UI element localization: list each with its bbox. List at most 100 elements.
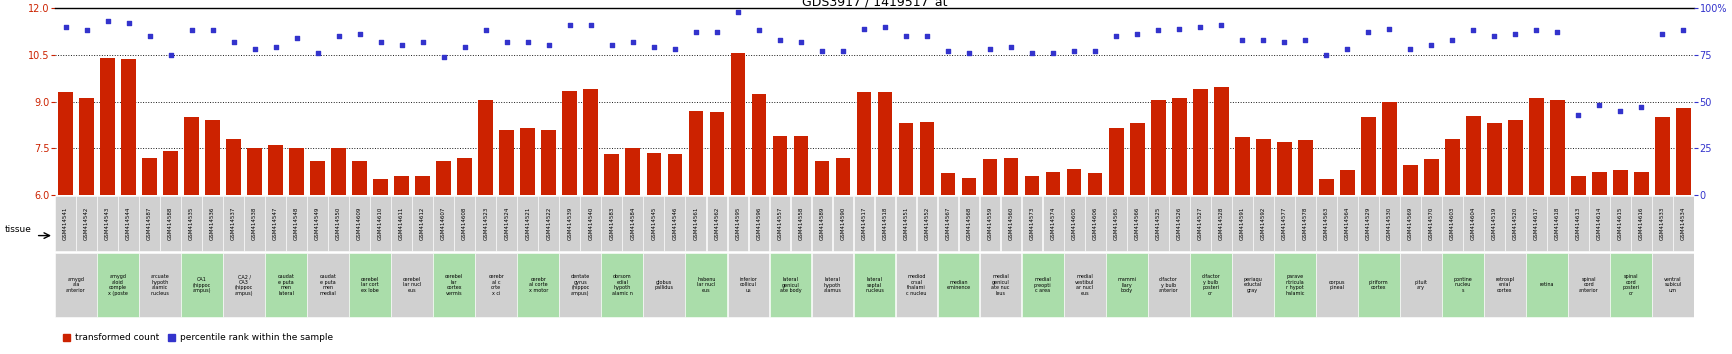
Bar: [1190, 253, 1231, 317]
Bar: [97, 253, 139, 317]
Bar: [895, 195, 916, 251]
Bar: [1231, 195, 1252, 251]
Bar: [748, 195, 769, 251]
Bar: [1129, 123, 1145, 195]
Text: GSM414605: GSM414605: [1072, 207, 1077, 240]
Text: periaqu
eductal
gray: periaqu eductal gray: [1244, 277, 1263, 293]
Bar: [727, 253, 769, 317]
Bar: [520, 128, 535, 195]
Bar: [1005, 158, 1018, 195]
Text: GSM414518: GSM414518: [883, 207, 887, 240]
Bar: [1231, 253, 1273, 317]
Point: [1607, 108, 1635, 114]
Text: GSM414604: GSM414604: [1470, 207, 1476, 240]
Text: GSM414589: GSM414589: [819, 207, 824, 240]
Text: lateral
hypoth
alamus: lateral hypoth alamus: [823, 277, 842, 293]
Text: GSM414574: GSM414574: [1051, 207, 1055, 240]
Bar: [182, 253, 223, 317]
Title: GDS3917 / 1419517_at: GDS3917 / 1419517_at: [802, 0, 947, 8]
Bar: [1588, 195, 1609, 251]
Point: [1522, 28, 1550, 33]
Point: [703, 29, 731, 35]
Text: GSM414550: GSM414550: [336, 207, 341, 240]
Bar: [920, 122, 934, 195]
Bar: [55, 253, 97, 317]
Text: GSM414561: GSM414561: [693, 207, 698, 240]
Bar: [727, 195, 748, 251]
Text: lateral
genicul
ate body: lateral genicul ate body: [779, 277, 802, 293]
Point: [1564, 112, 1592, 118]
Text: caudat
e puta
men
medial: caudat e puta men medial: [320, 274, 336, 296]
Bar: [1252, 195, 1273, 251]
Bar: [1341, 170, 1354, 195]
Point: [1543, 29, 1571, 35]
Bar: [1612, 170, 1628, 195]
Bar: [329, 195, 350, 251]
Text: GSM414568: GSM414568: [966, 207, 972, 240]
Text: ventral
subicul
um: ventral subicul um: [1664, 277, 1682, 293]
Text: GSM414563: GSM414563: [1323, 207, 1328, 240]
Text: GSM414524: GSM414524: [504, 207, 509, 240]
Bar: [646, 153, 662, 195]
Bar: [1190, 195, 1211, 251]
Point: [998, 45, 1025, 50]
Point: [114, 20, 142, 26]
Bar: [622, 195, 643, 251]
Point: [1502, 32, 1529, 37]
Bar: [374, 179, 388, 195]
Point: [913, 33, 940, 39]
Point: [641, 45, 669, 50]
Text: lateral
septal
nucleus: lateral septal nucleus: [864, 277, 883, 293]
Point: [1039, 50, 1067, 56]
Bar: [1173, 98, 1186, 195]
Bar: [790, 195, 811, 251]
Bar: [559, 253, 601, 317]
Bar: [265, 253, 307, 317]
Bar: [1214, 87, 1228, 195]
Text: GSM414548: GSM414548: [294, 207, 300, 240]
Text: GSM414573: GSM414573: [1029, 207, 1034, 240]
Bar: [1526, 253, 1567, 317]
Bar: [1382, 102, 1396, 195]
Bar: [244, 195, 265, 251]
Point: [1145, 28, 1173, 33]
Text: cerebr
al c
orte
x ci: cerebr al c orte x ci: [488, 274, 504, 296]
Point: [1249, 37, 1276, 42]
Text: GSM414552: GSM414552: [925, 207, 930, 240]
Point: [871, 24, 899, 29]
Bar: [1169, 195, 1190, 251]
Bar: [854, 253, 895, 317]
Bar: [899, 123, 913, 195]
Text: GSM414560: GSM414560: [1008, 207, 1013, 240]
Bar: [814, 161, 830, 195]
Text: GSM414617: GSM414617: [1535, 207, 1540, 240]
Bar: [980, 253, 1022, 317]
Bar: [878, 92, 892, 195]
Text: GSM414522: GSM414522: [546, 207, 551, 240]
Bar: [391, 253, 433, 317]
Bar: [1547, 195, 1567, 251]
Bar: [665, 195, 686, 251]
Bar: [1316, 253, 1358, 317]
Bar: [1529, 98, 1543, 195]
Point: [73, 28, 100, 33]
Point: [1396, 46, 1424, 52]
Text: cerebel
lar
cortex
vermis: cerebel lar cortex vermis: [445, 274, 462, 296]
Bar: [916, 195, 937, 251]
Bar: [204, 120, 220, 195]
Bar: [395, 176, 409, 195]
Bar: [1361, 117, 1375, 195]
Bar: [454, 195, 475, 251]
Text: GSM414583: GSM414583: [610, 207, 615, 240]
Text: habenu
lar nucl
eus: habenu lar nucl eus: [698, 277, 715, 293]
Text: GSM414613: GSM414613: [1576, 207, 1581, 240]
Text: GSM414545: GSM414545: [651, 207, 656, 240]
Text: GSM414609: GSM414609: [357, 207, 362, 240]
Bar: [139, 253, 180, 317]
Bar: [1379, 195, 1399, 251]
Point: [52, 24, 80, 29]
Bar: [1444, 139, 1460, 195]
Point: [514, 39, 542, 45]
Bar: [457, 158, 473, 195]
Bar: [731, 53, 745, 195]
